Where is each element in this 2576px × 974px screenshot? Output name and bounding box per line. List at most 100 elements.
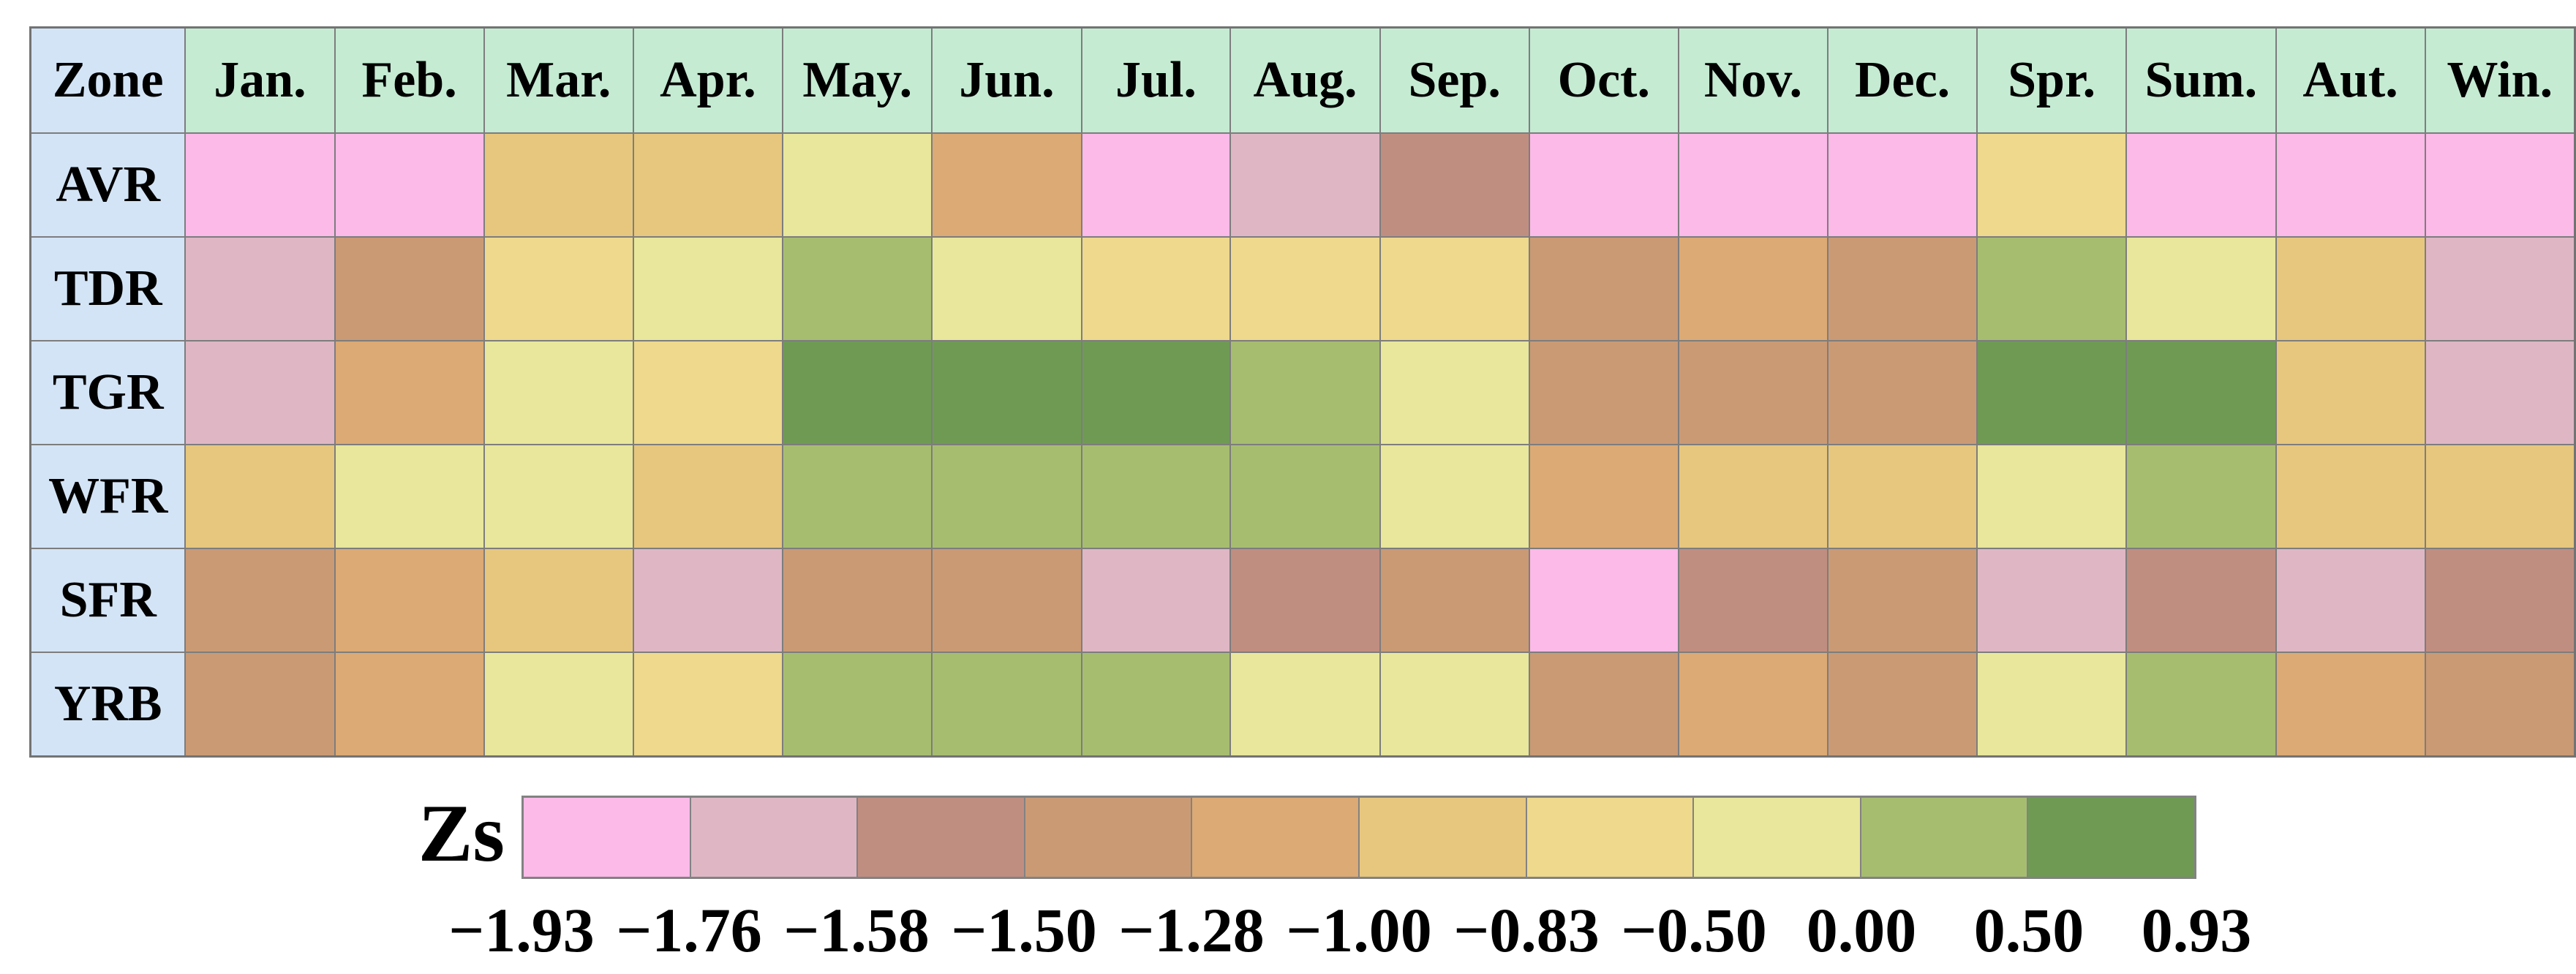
heatmap-cell	[1080, 132, 1232, 238]
legend-color-block	[524, 798, 691, 877]
heatmap-cell	[334, 548, 485, 653]
heatmap-cell	[1379, 236, 1530, 341]
heatmap-cell	[1677, 236, 1829, 341]
heatmap-cell	[1826, 444, 1978, 549]
heatmap-cell	[632, 444, 784, 549]
heatmap-cell	[1976, 132, 2128, 238]
heatmap-cell	[184, 444, 336, 549]
heatmap-row: AVR	[29, 132, 2576, 238]
heatmap-cell	[2125, 548, 2277, 653]
heatmap-cell	[632, 340, 784, 445]
legend-colorbar	[521, 796, 2196, 879]
heatmap-cell	[782, 548, 933, 653]
heatmap-row: YRB	[29, 652, 2576, 758]
heatmap-body: AVR TDR TGR WFR SFR YRB	[29, 132, 2576, 758]
heatmap-cell	[2275, 548, 2426, 653]
column-header: May.	[782, 26, 933, 134]
heatmap-cell	[632, 132, 784, 238]
column-header: Win.	[2424, 26, 2576, 134]
heatmap-row: WFR	[29, 444, 2576, 549]
legend-color-block	[858, 798, 1025, 877]
legend-tick-labels: −1.93 −1.76 −1.58 −1.50 −1.28 −1.00 −0.83 −0.50…	[448, 894, 2251, 970]
heatmap-cell	[1379, 444, 1530, 549]
heatmap-cell	[1677, 132, 1829, 238]
heatmap-cell	[2125, 236, 2277, 341]
heatmap-cell	[1976, 444, 2128, 549]
heatmap-cell	[2275, 340, 2426, 445]
heatmap-row: TGR	[29, 340, 2576, 445]
heatmap-cell	[184, 548, 336, 653]
heatmap-cell	[2275, 132, 2426, 238]
heatmap-cell	[782, 652, 933, 758]
legend-color-block	[2028, 798, 2194, 877]
heatmap-cell	[334, 652, 485, 758]
legend-tick-label: 0.00	[1806, 895, 1917, 965]
column-header: Feb.	[334, 26, 485, 134]
heatmap-cell	[483, 652, 634, 758]
heatmap-header-row: Zone Jan. Feb. Mar. Apr. May. Jun. Jul. Aug. Sep.…	[29, 26, 2576, 134]
heatmap-cell	[334, 340, 485, 445]
heatmap-cell	[1528, 548, 1679, 653]
heatmap-cell	[1826, 132, 1978, 238]
heatmap-cell	[1826, 652, 1978, 758]
heatmap-cell	[184, 132, 336, 238]
heatmap-cell	[2424, 548, 2576, 653]
legend-color-block	[1526, 798, 1695, 877]
legend-tick-label: −1.50	[951, 895, 1097, 965]
legend-color-block	[1025, 798, 1193, 877]
heatmap-cell	[184, 236, 336, 341]
heatmap-cell	[334, 444, 485, 549]
heatmap-cell	[1080, 236, 1232, 341]
heatmap-cell	[1677, 652, 1829, 758]
heatmap-cell	[931, 132, 1082, 238]
heatmap-cell	[2275, 652, 2426, 758]
heatmap-cell	[2125, 444, 2277, 549]
legend-tick-label: 0.93	[2141, 895, 2252, 965]
heatmap-cell	[1229, 340, 1381, 445]
column-header: Apr.	[632, 26, 784, 134]
legend-color-block	[1359, 798, 1527, 877]
legend-tick-label: −1.76	[616, 895, 762, 965]
heatmap-cell	[2424, 444, 2576, 549]
heatmap-cell	[1677, 444, 1829, 549]
heatmap-cell	[2125, 340, 2277, 445]
heatmap-cell	[2275, 236, 2426, 341]
legend-title: Zs	[418, 788, 505, 879]
heatmap-cell	[1528, 444, 1679, 549]
heatmap-cell	[1229, 132, 1381, 238]
heatmap-cell	[334, 132, 485, 238]
column-header: Spr.	[1976, 26, 2128, 134]
heatmap-cell	[1229, 548, 1381, 653]
legend-color-block	[1861, 798, 2029, 877]
heatmap-cell	[1229, 444, 1381, 549]
heatmap-cell	[1976, 652, 2128, 758]
heatmap-cell	[632, 236, 784, 341]
heatmap-cell	[483, 548, 634, 653]
heatmap-cell	[632, 548, 784, 653]
heatmap-cell	[483, 340, 634, 445]
heatmap-cell	[1229, 652, 1381, 758]
heatmap-cell	[1080, 652, 1232, 758]
heatmap-cell	[1379, 340, 1530, 445]
column-header: Jun.	[931, 26, 1082, 134]
heatmap-cell	[1528, 132, 1679, 238]
heatmap-cell	[2424, 236, 2576, 341]
heatmap-cell	[1528, 340, 1679, 445]
heatmap-cell	[2424, 132, 2576, 238]
column-header: Dec.	[1826, 26, 1978, 134]
row-header: YRB	[29, 652, 187, 758]
heatmap-cell	[1528, 652, 1679, 758]
heatmap-cell	[483, 132, 634, 238]
heatmap-cell	[1976, 236, 2128, 341]
heatmap-cell	[931, 236, 1082, 341]
row-header: TDR	[29, 236, 187, 341]
heatmap-cell	[1379, 548, 1530, 653]
column-header: Mar.	[483, 26, 634, 134]
column-header: Sum.	[2125, 26, 2277, 134]
heatmap-cell	[1826, 548, 1978, 653]
heatmap-cell	[1677, 340, 1829, 445]
heatmap-cell	[1379, 132, 1530, 238]
column-header: Jan.	[184, 26, 336, 134]
heatmap-cell	[632, 652, 784, 758]
